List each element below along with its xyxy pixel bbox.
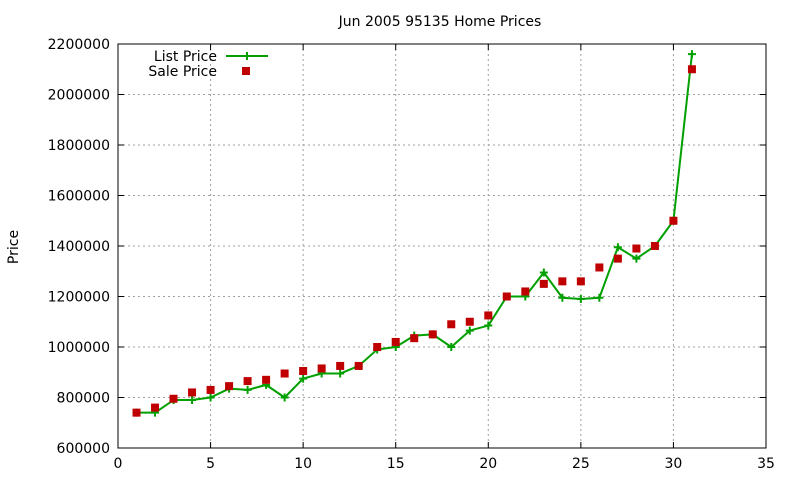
list-price-point <box>447 343 456 351</box>
list-price-point <box>465 326 474 335</box>
list-price-point <box>484 321 493 330</box>
x-tick-label: 30 <box>665 456 683 472</box>
sale-price-point <box>132 408 141 417</box>
sale-price-point <box>280 369 289 378</box>
x-tick-label: 20 <box>479 456 497 472</box>
list-price-point <box>336 369 345 378</box>
sale-price-point <box>650 242 659 250</box>
sale-price-point <box>336 361 345 370</box>
sale-price-point <box>447 320 456 329</box>
sale-price-point <box>243 377 252 386</box>
legend-label-sale-price: Sale Price <box>148 64 217 80</box>
legend: List Price Sale Price <box>148 49 268 80</box>
x-tick-label: 35 <box>757 456 775 472</box>
y-tick-label: 1800000 <box>48 138 110 154</box>
sale-price-point <box>521 287 530 296</box>
sale-price-point <box>484 311 493 320</box>
list-price-point <box>576 295 585 304</box>
sale-price-point <box>410 334 419 343</box>
sale-price-point <box>502 292 511 301</box>
legend-marker-list-price <box>243 52 251 60</box>
y-tick-label: 1000000 <box>48 340 110 356</box>
sale-price-point <box>465 317 474 326</box>
sale-price-point <box>576 277 585 286</box>
chart-title: Jun 2005 95135 Home Prices <box>338 14 542 30</box>
y-tick-labels: 600000 800000 1000000 1200000 1400000 1600000… <box>48 37 110 457</box>
sale-price-point <box>428 330 437 339</box>
list-price-point <box>632 254 641 263</box>
plot-frame <box>117 43 767 449</box>
x-tick-label: 0 <box>114 456 123 472</box>
sale-price-point <box>299 366 308 375</box>
list-price-point <box>280 393 289 402</box>
list-price-point <box>558 293 567 302</box>
y-tick-label: 1600000 <box>48 189 110 205</box>
sale-price-point <box>558 277 567 286</box>
y-tick-label: 600000 <box>57 441 110 457</box>
list-price-point <box>299 374 308 383</box>
sale-price-point <box>595 263 604 272</box>
sale-price-point <box>539 279 548 288</box>
legend-marker-sale-price <box>242 67 250 75</box>
sale-price-point <box>613 254 622 263</box>
sale-price-point <box>391 337 400 346</box>
sale-price-point <box>632 244 641 253</box>
legend-label-list-price: List Price <box>154 49 217 65</box>
sale-price-point <box>169 394 178 403</box>
sale-price-point <box>373 343 382 351</box>
list-price-point <box>613 243 622 252</box>
y-tick-label: 2000000 <box>48 88 110 104</box>
list-price-point <box>687 50 696 59</box>
x-tick-label: 25 <box>572 456 590 472</box>
sale-price-point <box>188 388 197 397</box>
list-price-point <box>595 293 604 302</box>
y-tick-label: 1400000 <box>48 239 110 255</box>
x-tick-label: 10 <box>294 456 312 472</box>
y-tick-label: 2200000 <box>48 37 110 53</box>
sale-price-point <box>262 375 271 384</box>
sale-price-point <box>225 382 234 391</box>
sale-price-point <box>151 403 160 412</box>
sale-price-point <box>206 385 215 394</box>
list-price-point <box>206 393 215 402</box>
sale-price-point <box>317 364 326 373</box>
list-price-point <box>188 396 197 405</box>
x-tick-label: 15 <box>387 456 405 472</box>
x-tick-label: 5 <box>206 456 215 472</box>
sale-price-point <box>669 216 678 225</box>
sale-price-point <box>354 361 363 370</box>
y-axis-label: Price <box>6 230 22 264</box>
sale-price-series <box>132 65 696 417</box>
list-price-point <box>243 385 252 394</box>
y-tick-label: 800000 <box>57 391 110 407</box>
axes <box>117 43 767 449</box>
x-tick-labels: 0 5 10 15 20 25 30 35 <box>114 456 775 472</box>
list-price-point <box>539 268 548 277</box>
sale-price-point <box>687 65 696 74</box>
y-tick-label: 1200000 <box>48 290 110 306</box>
